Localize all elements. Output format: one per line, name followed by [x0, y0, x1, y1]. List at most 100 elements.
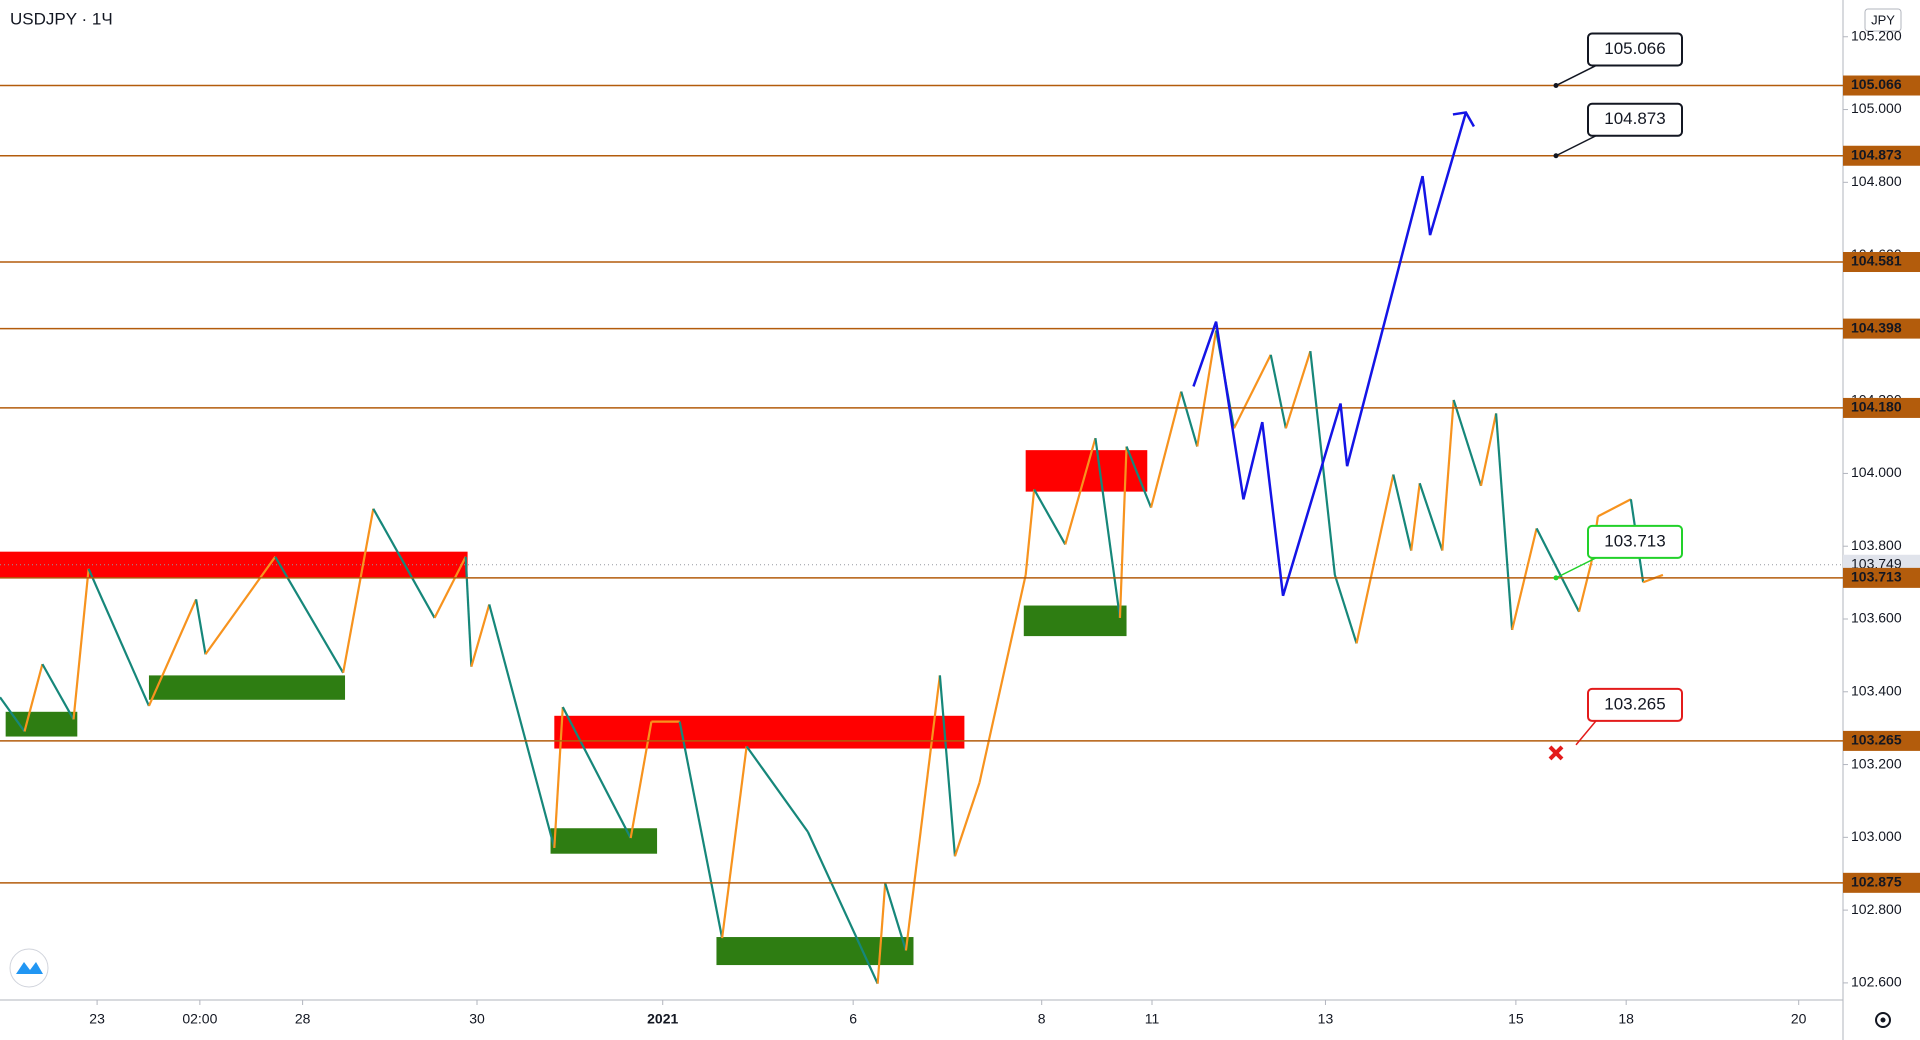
y-tick-label: 104.800: [1851, 173, 1902, 189]
y-tick-label: 104.000: [1851, 464, 1902, 480]
cross-stroke: [1548, 745, 1564, 761]
callout-anchor: [1553, 153, 1559, 159]
y-tick-label: 105.200: [1851, 27, 1902, 43]
last-price-label: 103.749: [1851, 555, 1902, 571]
price-segment: [553, 706, 564, 848]
x-tick-label: 28: [295, 1011, 311, 1027]
price-segment: [274, 556, 345, 674]
callout-box: [1587, 102, 1683, 137]
price-segment: [678, 721, 724, 939]
zone: [716, 937, 914, 966]
callout-box: [1587, 32, 1683, 67]
price-segment: [1149, 391, 1183, 508]
level-label: 102.875: [1851, 874, 1902, 890]
level-label: 104.180: [1851, 399, 1902, 415]
y-tick-label: 103.600: [1851, 610, 1902, 626]
x-tick-label: 18: [1618, 1011, 1634, 1027]
price-segment: [1196, 330, 1218, 447]
price-segment: [1479, 413, 1498, 487]
price-segment: [1064, 437, 1097, 545]
level-box: [1843, 567, 1920, 588]
level-box: [1843, 397, 1920, 418]
price-segment: [147, 598, 198, 707]
price-segment: [904, 675, 941, 951]
callout-pointer: [1555, 135, 1597, 157]
price-segment: [1269, 354, 1287, 429]
price-segment: [1418, 482, 1444, 551]
x-tick-label: 02:00: [182, 1011, 217, 1027]
level-box: [1843, 252, 1920, 273]
y-tick-label: 105.000: [1851, 100, 1902, 116]
price-segment: [342, 508, 375, 674]
callout-label: 103.713: [1604, 531, 1665, 550]
price-segment: [938, 675, 957, 857]
price-segment: [23, 663, 44, 732]
price-segment: [1125, 446, 1153, 509]
price-segment: [1284, 350, 1312, 429]
price-segment: [1597, 498, 1632, 518]
price-segment: [1233, 354, 1272, 429]
price-segment: [953, 782, 981, 857]
price-segment: [1024, 489, 1036, 576]
settings-icon[interactable]: [1875, 1012, 1891, 1028]
x-tick-label: 11: [1145, 1011, 1160, 1027]
price-segment: [1180, 391, 1199, 447]
price-segment: [1094, 437, 1122, 619]
price-segment: [87, 568, 150, 707]
callout-pointer: [1555, 557, 1597, 579]
callout-label: 103.265: [1604, 694, 1665, 713]
price-segment: [0, 696, 26, 733]
level-box: [1843, 872, 1920, 893]
level-label: 103.265: [1851, 732, 1902, 748]
price-segment: [1511, 528, 1538, 631]
x-tick-label: 2021: [647, 1011, 678, 1027]
callout-anchor: [1553, 83, 1559, 89]
price-segment: [72, 568, 90, 720]
x-tick-label: 20: [1791, 1011, 1807, 1027]
price-segment: [488, 604, 556, 849]
level-box: [1843, 145, 1920, 166]
chart-title: USDJPY · 1Ч: [10, 9, 113, 28]
callout-box: [1587, 524, 1683, 559]
y-tick-label: 102.600: [1851, 974, 1902, 990]
y-tick-label: 103.400: [1851, 682, 1902, 698]
price-segment: [806, 831, 879, 985]
cross-mark: [1548, 745, 1564, 761]
level-label: 103.713: [1851, 569, 1902, 585]
currency-box: [1864, 8, 1902, 32]
y-tick-label: 102.800: [1851, 901, 1902, 917]
x-tick-label: 8: [1038, 1011, 1046, 1027]
callout-anchor: [1553, 575, 1559, 581]
callout-pointer: [1575, 720, 1597, 746]
projection-arrowhead: [1452, 111, 1476, 128]
price-segment: [1033, 488, 1067, 545]
price-segment: [372, 508, 436, 619]
zone: [5, 711, 78, 737]
logo: [9, 948, 49, 988]
price-segment: [1410, 483, 1421, 551]
x-tick-label: 15: [1508, 1011, 1524, 1027]
zone: [0, 551, 468, 578]
x-tick-label: 13: [1318, 1011, 1334, 1027]
price-segment: [1392, 474, 1413, 551]
x-tick-label: 6: [849, 1011, 857, 1027]
price-segment: [41, 663, 75, 720]
level-box: [1843, 318, 1920, 339]
price-segment: [721, 746, 748, 939]
y-tick-label: 103.000: [1851, 828, 1902, 844]
projection-path: [1192, 112, 1468, 597]
level-label: 104.581: [1851, 253, 1902, 269]
x-tick-label: 30: [469, 1011, 485, 1027]
y-tick-label: 103.200: [1851, 755, 1902, 771]
level-label: 104.873: [1851, 146, 1902, 162]
zone: [148, 675, 346, 700]
zone: [1023, 605, 1127, 637]
level-box: [1843, 730, 1920, 751]
price-segment: [470, 604, 491, 667]
currency-label: JPY: [1871, 12, 1895, 27]
price-segment: [884, 882, 907, 951]
price-segment: [1333, 574, 1358, 644]
price-segment: [1535, 527, 1581, 613]
